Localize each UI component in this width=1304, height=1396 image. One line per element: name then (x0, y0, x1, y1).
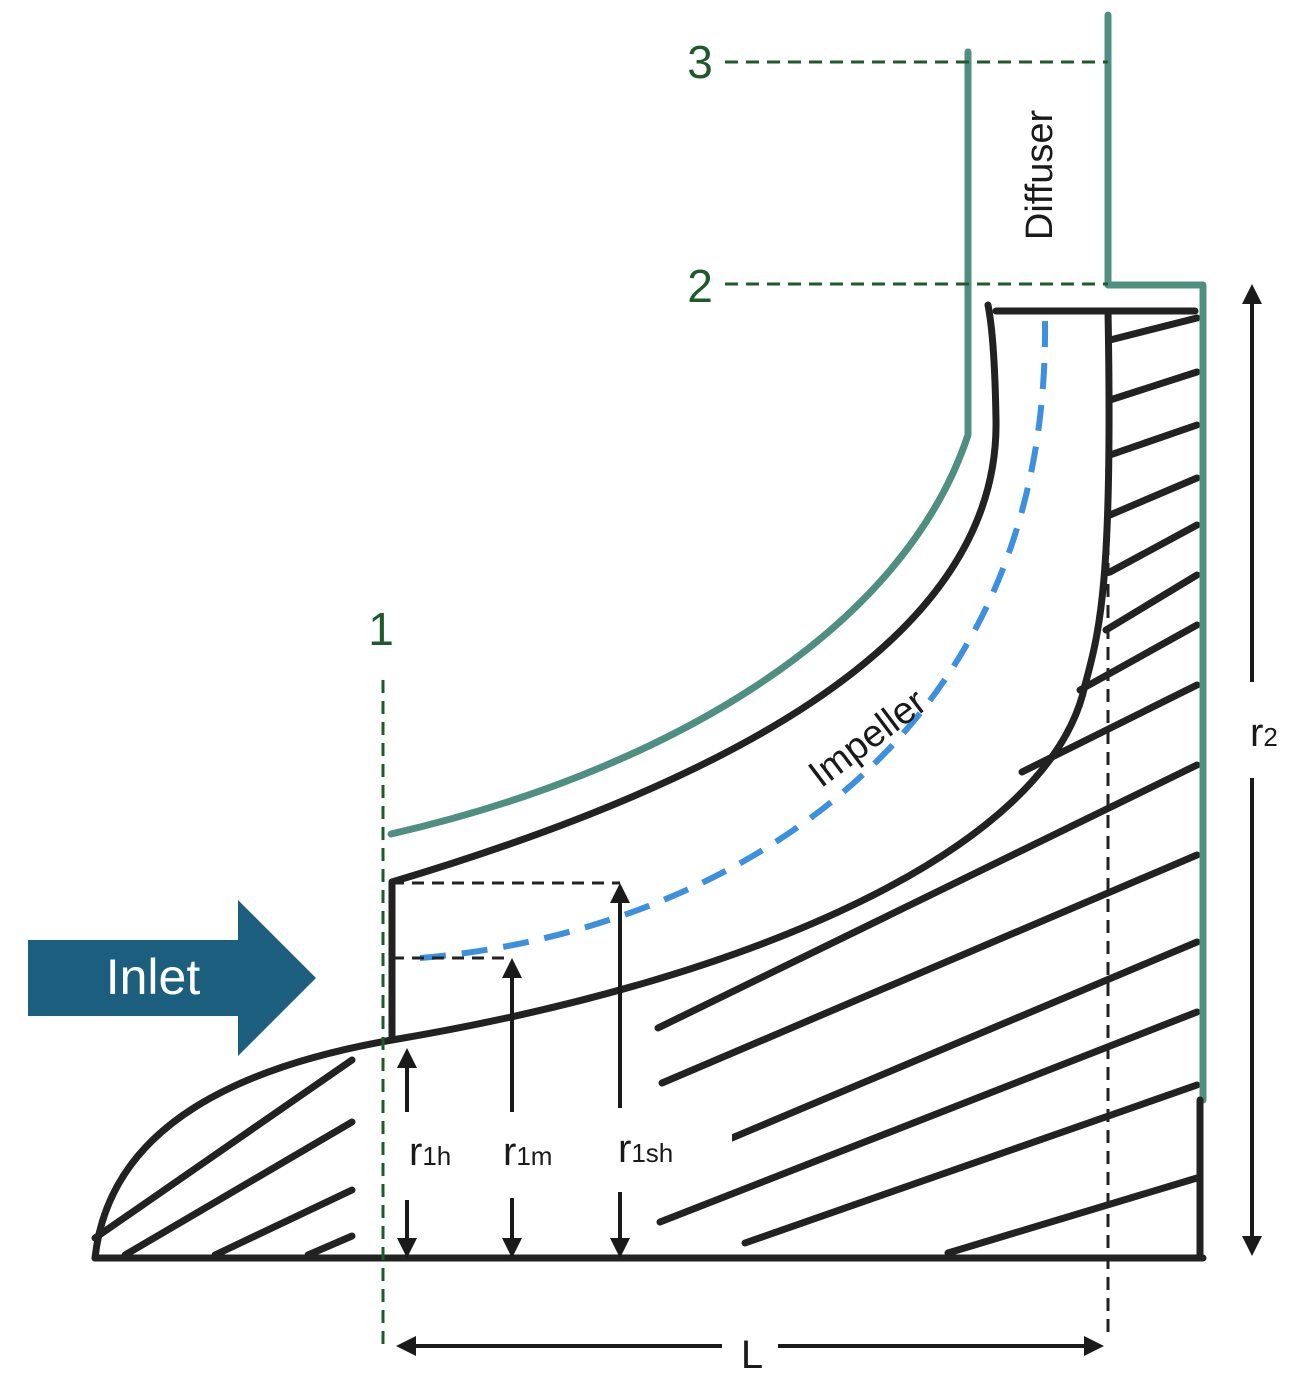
hub-line (91, 307, 1113, 1262)
inlet-label: Inlet (106, 949, 201, 1005)
length-label: L (741, 1333, 763, 1377)
station-lines (381, 60, 1108, 1345)
label-panel (392, 1108, 732, 1188)
r1sh-label-main: r (618, 1127, 631, 1171)
diffuser-label: Diffuser (1019, 110, 1061, 241)
dimension-arrows (396, 284, 1262, 1356)
meanline (419, 319, 1049, 961)
diffuser-outer-wall (1104, 11, 1207, 1104)
station-1-label: 1 (368, 603, 394, 655)
r2-label: r2 (1250, 711, 1278, 755)
radius-reference-lines (392, 881, 620, 960)
r1m-label-main: r (503, 1130, 516, 1174)
shroud-casing (387, 48, 972, 838)
station-2-label: 2 (687, 260, 713, 312)
inlet-arrow: Inlet (28, 900, 316, 1056)
r2-label-main: r (1250, 711, 1263, 755)
station-3-label: 3 (687, 36, 713, 88)
r1sh-label-sub: 1sh (631, 1138, 673, 1168)
r1m-label-sub: 1m (516, 1141, 552, 1171)
r2-label-sub: 2 (1263, 722, 1277, 752)
impeller-outline (91, 301, 1207, 1262)
r1h-label-main: r (409, 1130, 422, 1174)
r1sh-label: r1sh (618, 1127, 673, 1171)
inlet-arrow-shape (28, 900, 316, 1056)
r1h-label: r1h (409, 1130, 451, 1174)
casing (387, 11, 1207, 1104)
shroud-line (388, 301, 1000, 1040)
r1h-label-sub: 1h (422, 1141, 451, 1171)
r1m-label: r1m (503, 1130, 552, 1174)
